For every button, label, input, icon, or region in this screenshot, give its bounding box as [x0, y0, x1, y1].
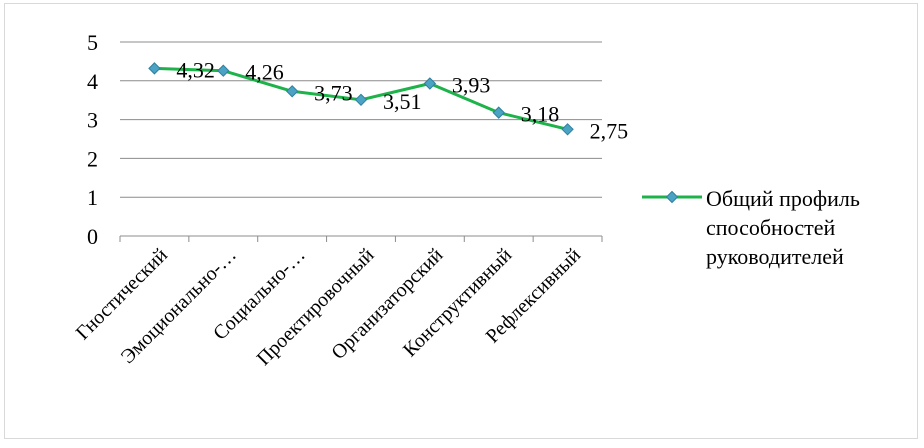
legend-label: Общий профиль способностей руководителей: [706, 186, 860, 269]
data-point: [354, 93, 368, 107]
data-point: [285, 85, 299, 98]
data-label: 3,51: [383, 89, 422, 114]
data-label: 3,18: [521, 102, 560, 127]
data-label: 3,73: [314, 80, 353, 105]
y-tick-label: 5: [87, 30, 98, 55]
data-point: [423, 77, 437, 90]
data-label: 2,75: [590, 118, 629, 143]
y-tick-label: 0: [87, 224, 98, 249]
x-category-label: Проектировочный: [253, 244, 379, 370]
y-tick-label: 3: [87, 108, 98, 133]
data-point: [217, 64, 230, 77]
y-tick-label: 4: [87, 69, 98, 94]
data-point: [148, 62, 161, 75]
data-point: [561, 123, 574, 136]
data-point: [492, 106, 505, 119]
x-category-label: Эмоционально-…: [117, 244, 241, 368]
legend-diamond: [665, 190, 679, 204]
y-tick-label: 2: [87, 146, 98, 171]
data-label: 3,93: [452, 73, 491, 98]
legend-marker: [642, 190, 702, 204]
chart-frame: [4, 3, 918, 439]
y-tick-label: 1: [87, 185, 98, 210]
data-label: 4,32: [176, 57, 215, 82]
data-label: 4,26: [245, 60, 283, 85]
